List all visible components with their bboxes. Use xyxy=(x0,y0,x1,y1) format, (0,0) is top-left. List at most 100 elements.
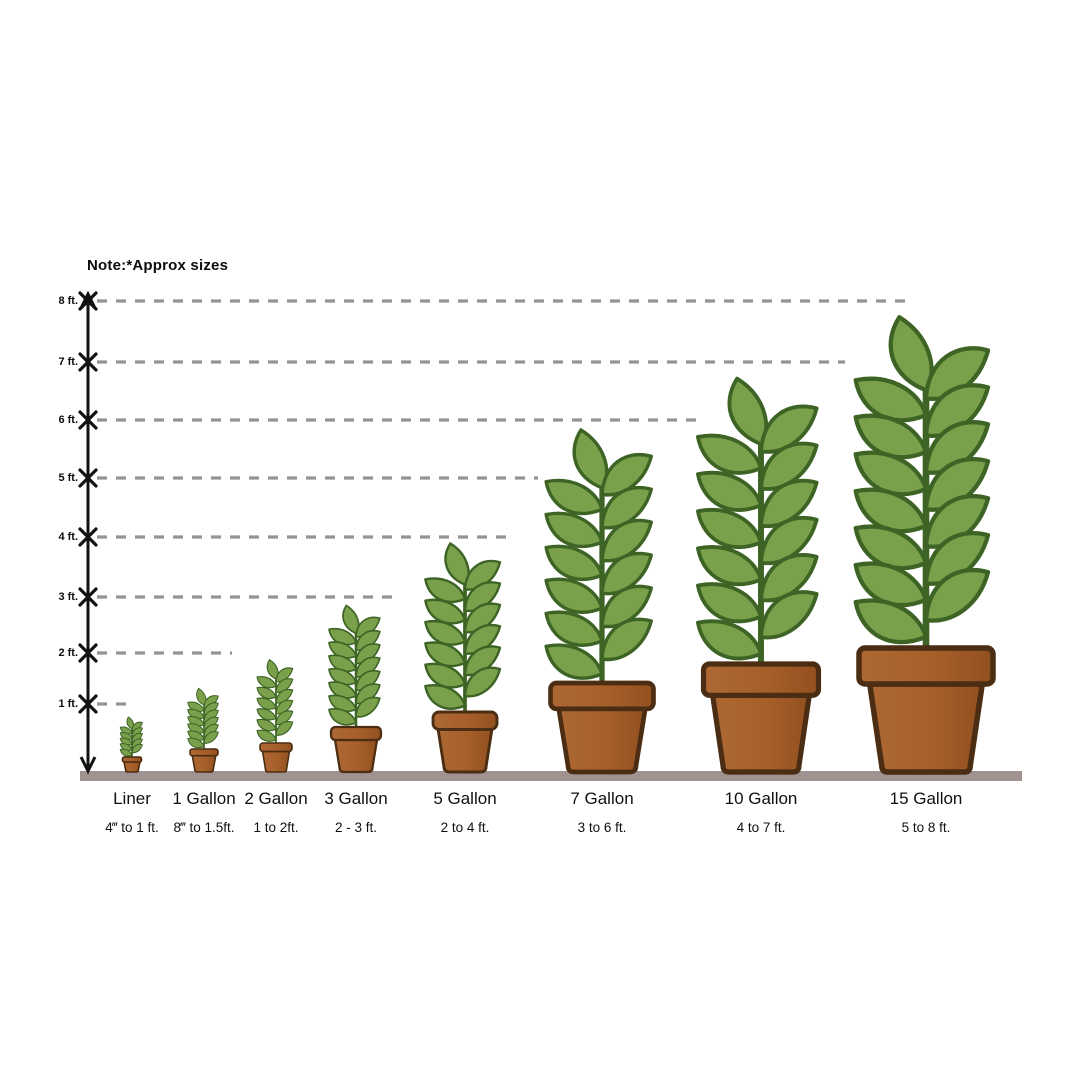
leaf-icon xyxy=(131,743,143,754)
plant-column-labels: 10 Gallon 4 to 7 ft. xyxy=(671,789,851,835)
foliage xyxy=(544,428,653,680)
ground-bar xyxy=(80,771,1022,781)
foliage xyxy=(424,542,502,710)
pot-rim xyxy=(856,645,996,687)
y-axis-tick-label: 1 ft. xyxy=(58,698,78,710)
pot-rim xyxy=(700,661,822,698)
pot-rim xyxy=(431,710,499,731)
pot-rim xyxy=(189,748,219,757)
pot-body xyxy=(191,754,217,773)
pot xyxy=(700,661,822,775)
plant-1-gallon xyxy=(187,687,219,773)
plant-column-labels: 7 Gallon 3 to 6 ft. xyxy=(512,789,692,835)
axis-x-mark-icon xyxy=(78,410,98,430)
leaf-icon xyxy=(544,610,604,647)
height-range-label: 2 to 4 ft. xyxy=(440,820,490,835)
pot-size-label: 1 Gallon xyxy=(172,789,236,808)
plant-column-labels: 15 Gallon 5 to 8 ft. xyxy=(836,789,1016,835)
height-range-label: 4 to 7 ft. xyxy=(736,820,786,835)
pot xyxy=(548,680,656,775)
leaf-icon xyxy=(424,684,467,710)
leaf-icon xyxy=(696,470,763,512)
leaf-icon xyxy=(355,696,381,718)
height-range-label: 8‴ to 1.5ft. xyxy=(173,820,235,835)
axis-arrow-up-icon xyxy=(79,290,97,309)
height-range-label: 5 to 8 ft. xyxy=(901,820,951,835)
leaf-icon xyxy=(328,707,357,726)
pot xyxy=(856,645,996,775)
gridlines xyxy=(97,299,908,706)
height-range-label: 1 to 2ft. xyxy=(253,820,299,835)
axis-arrow-down-icon xyxy=(79,756,97,775)
leaf-icon xyxy=(256,676,277,689)
pot xyxy=(259,742,293,773)
pot-size-label: 15 Gallon xyxy=(889,789,963,808)
y-axis-tick-label: 8 ft. xyxy=(58,295,78,307)
leaf-icon xyxy=(544,511,604,549)
leaf-icon xyxy=(544,478,604,516)
leaf-icon xyxy=(256,708,277,721)
pot-size-label: 7 Gallon xyxy=(570,789,634,808)
leaf-icon xyxy=(696,433,763,475)
leaf-icon xyxy=(544,544,604,581)
foliage xyxy=(256,659,294,742)
pot-size-label: 3 Gallon xyxy=(324,789,388,808)
axis-x-mark-icon xyxy=(78,694,98,714)
leaf-icon xyxy=(696,545,763,587)
leaf-icon xyxy=(923,567,991,623)
plant-7-gallon xyxy=(544,428,656,775)
pot xyxy=(121,756,143,773)
foliage xyxy=(328,604,381,726)
pot-body xyxy=(333,738,379,774)
axis-x-mark-icon xyxy=(78,643,98,663)
plant-2-gallon xyxy=(256,659,294,773)
leaf-icon xyxy=(853,598,929,645)
y-axis-tick-label: 7 ft. xyxy=(58,356,78,368)
pot-body xyxy=(710,692,812,775)
pot-rim xyxy=(121,756,143,763)
plant-10-gallon xyxy=(696,376,822,775)
foliage xyxy=(696,376,819,661)
pot-size-label: Liner xyxy=(113,789,151,808)
pot-size-label: 5 Gallon xyxy=(433,789,497,808)
leaf-icon xyxy=(696,619,763,661)
pot-rim xyxy=(329,725,383,742)
plant-column-labels: 3 Gallon 2 - 3 ft. xyxy=(266,789,446,835)
height-range-label: 4‴ to 1 ft. xyxy=(105,820,159,835)
leaf-icon xyxy=(187,737,205,749)
leaf-icon xyxy=(203,731,219,744)
leaf-icon xyxy=(444,542,470,587)
foliage xyxy=(187,687,219,749)
leaf-icon xyxy=(256,718,277,732)
pot xyxy=(189,748,219,773)
axis-x-mark-icon xyxy=(78,291,98,311)
y-axis-tick-label: 4 ft. xyxy=(58,531,78,543)
leaf-icon xyxy=(256,697,277,710)
pot-body xyxy=(261,750,291,773)
leaf-icon xyxy=(572,428,609,490)
pot-body xyxy=(556,706,648,775)
leaf-icon xyxy=(544,577,604,614)
note-label: Note:*Approx sizes xyxy=(87,257,229,274)
y-axis-tick-label: 6 ft. xyxy=(58,414,78,426)
leaf-icon xyxy=(696,582,763,624)
plant-column-labels: 2 Gallon 1 to 2ft. xyxy=(186,789,366,835)
leaf-icon xyxy=(256,686,277,700)
plant-3-gallon xyxy=(328,604,383,774)
leaf-icon xyxy=(727,376,768,447)
leaf-icon xyxy=(759,590,819,640)
leaf-icon xyxy=(544,643,604,680)
leaf-icon xyxy=(696,508,763,549)
leaf-icon xyxy=(888,315,934,393)
pot-rim xyxy=(548,680,656,712)
foliage xyxy=(853,315,991,645)
leaf-icon xyxy=(275,721,294,736)
pot xyxy=(431,710,499,774)
leaf-icon xyxy=(119,748,133,757)
pot-body xyxy=(123,761,141,773)
height-range-label: 2 - 3 ft. xyxy=(334,820,378,835)
plant-column-labels: 1 Gallon 8‴ to 1.5ft. xyxy=(114,789,294,835)
plant-column-labels: Liner 4‴ to 1 ft. xyxy=(42,789,222,835)
height-range-label: 3 to 6 ft. xyxy=(577,820,627,835)
